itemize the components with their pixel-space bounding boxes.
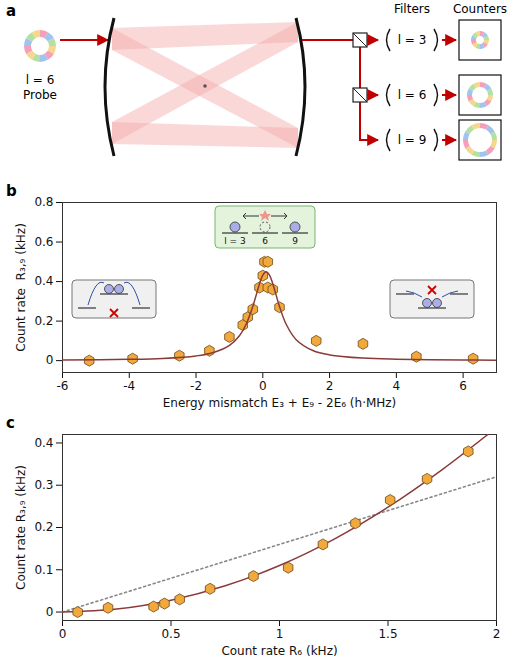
svg-text:l = 9: l = 9 <box>398 133 427 147</box>
svg-text:Energy mismatch E₃ + E₉ - 2E₆: Energy mismatch E₃ + E₉ - 2E₆ (h·MHz) <box>163 396 397 410</box>
svg-text:l = 6: l = 6 <box>398 88 427 102</box>
svg-text:0.6: 0.6 <box>34 235 53 249</box>
svg-text:6: 6 <box>262 236 268 246</box>
svg-text:l = 3: l = 3 <box>398 33 427 47</box>
svg-text:1: 1 <box>276 627 284 641</box>
svg-text:0.5: 0.5 <box>161 627 180 641</box>
svg-text:1.5: 1.5 <box>378 627 397 641</box>
svg-text:0.4: 0.4 <box>34 436 53 450</box>
svg-text:Count rate R₆ (kHz): Count rate R₆ (kHz) <box>221 644 337 658</box>
svg-text:0.4: 0.4 <box>34 274 53 288</box>
svg-text:4: 4 <box>393 379 401 393</box>
svg-text:0: 0 <box>259 379 267 393</box>
html-text:a: a <box>6 2 17 20</box>
html-text:b: b <box>6 182 17 200</box>
svg-text:0.3: 0.3 <box>34 478 53 492</box>
svg-text:Count rate R₃,₉ (kHz): Count rate R₃,₉ (kHz) <box>14 465 28 590</box>
svg-text:l = 6: l = 6 <box>26 73 55 87</box>
svg-text:0: 0 <box>46 353 54 367</box>
svg-text:-6: -6 <box>57 379 69 393</box>
svg-text:2: 2 <box>493 627 501 641</box>
svg-text:Probe: Probe <box>23 88 57 102</box>
html-text:c: c <box>6 414 15 432</box>
svg-text:0: 0 <box>46 605 54 619</box>
svg-text:-2: -2 <box>190 379 202 393</box>
svg-text:l = 3: l = 3 <box>224 236 246 246</box>
svg-text:0.8: 0.8 <box>34 195 53 209</box>
svg-text:0.1: 0.1 <box>34 563 53 577</box>
svg-text:Count rate R₃,₉ (kHz): Count rate R₃,₉ (kHz) <box>14 223 28 352</box>
svg-text:0: 0 <box>59 627 67 641</box>
svg-text:2: 2 <box>326 379 334 393</box>
svg-text:0.2: 0.2 <box>34 314 53 328</box>
svg-text:-4: -4 <box>123 379 135 393</box>
svg-text:0.2: 0.2 <box>34 520 53 534</box>
svg-text:Counters: Counters <box>453 2 507 16</box>
svg-text:6: 6 <box>459 379 467 393</box>
svg-text:9: 9 <box>292 236 298 246</box>
svg-text:Filters: Filters <box>394 2 430 16</box>
